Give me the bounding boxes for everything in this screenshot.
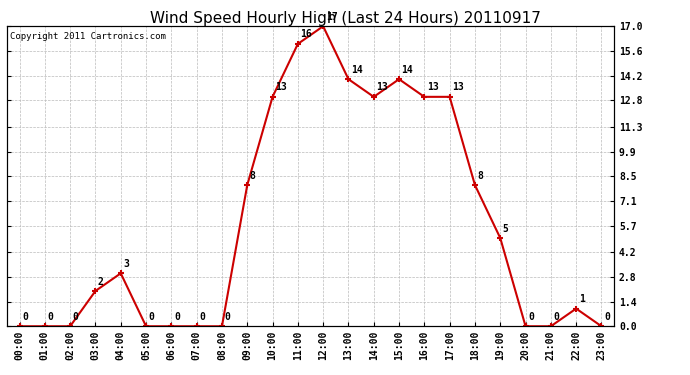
Text: Copyright 2011 Cartronics.com: Copyright 2011 Cartronics.com xyxy=(10,32,166,41)
Text: 0: 0 xyxy=(224,312,230,322)
Text: 0: 0 xyxy=(199,312,205,322)
Text: 14: 14 xyxy=(402,65,413,75)
Text: 1: 1 xyxy=(579,294,584,304)
Text: 0: 0 xyxy=(553,312,560,322)
Text: 13: 13 xyxy=(376,82,388,92)
Text: 16: 16 xyxy=(300,30,312,39)
Text: 0: 0 xyxy=(528,312,534,322)
Text: 0: 0 xyxy=(604,312,610,322)
Text: Wind Speed Hourly High (Last 24 Hours) 20110917: Wind Speed Hourly High (Last 24 Hours) 2… xyxy=(150,11,540,26)
Text: 0: 0 xyxy=(174,312,180,322)
Text: 8: 8 xyxy=(477,171,484,181)
Text: 13: 13 xyxy=(452,82,464,92)
Text: 8: 8 xyxy=(250,171,256,181)
Text: 0: 0 xyxy=(22,312,28,322)
Text: 13: 13 xyxy=(427,82,439,92)
Text: 5: 5 xyxy=(503,224,509,234)
Text: 13: 13 xyxy=(275,82,287,92)
Text: 0: 0 xyxy=(48,312,53,322)
Text: 17: 17 xyxy=(326,12,337,22)
Text: 0: 0 xyxy=(148,312,155,322)
Text: 3: 3 xyxy=(124,259,129,269)
Text: 2: 2 xyxy=(98,276,104,286)
Text: 14: 14 xyxy=(351,65,363,75)
Text: 0: 0 xyxy=(72,312,79,322)
